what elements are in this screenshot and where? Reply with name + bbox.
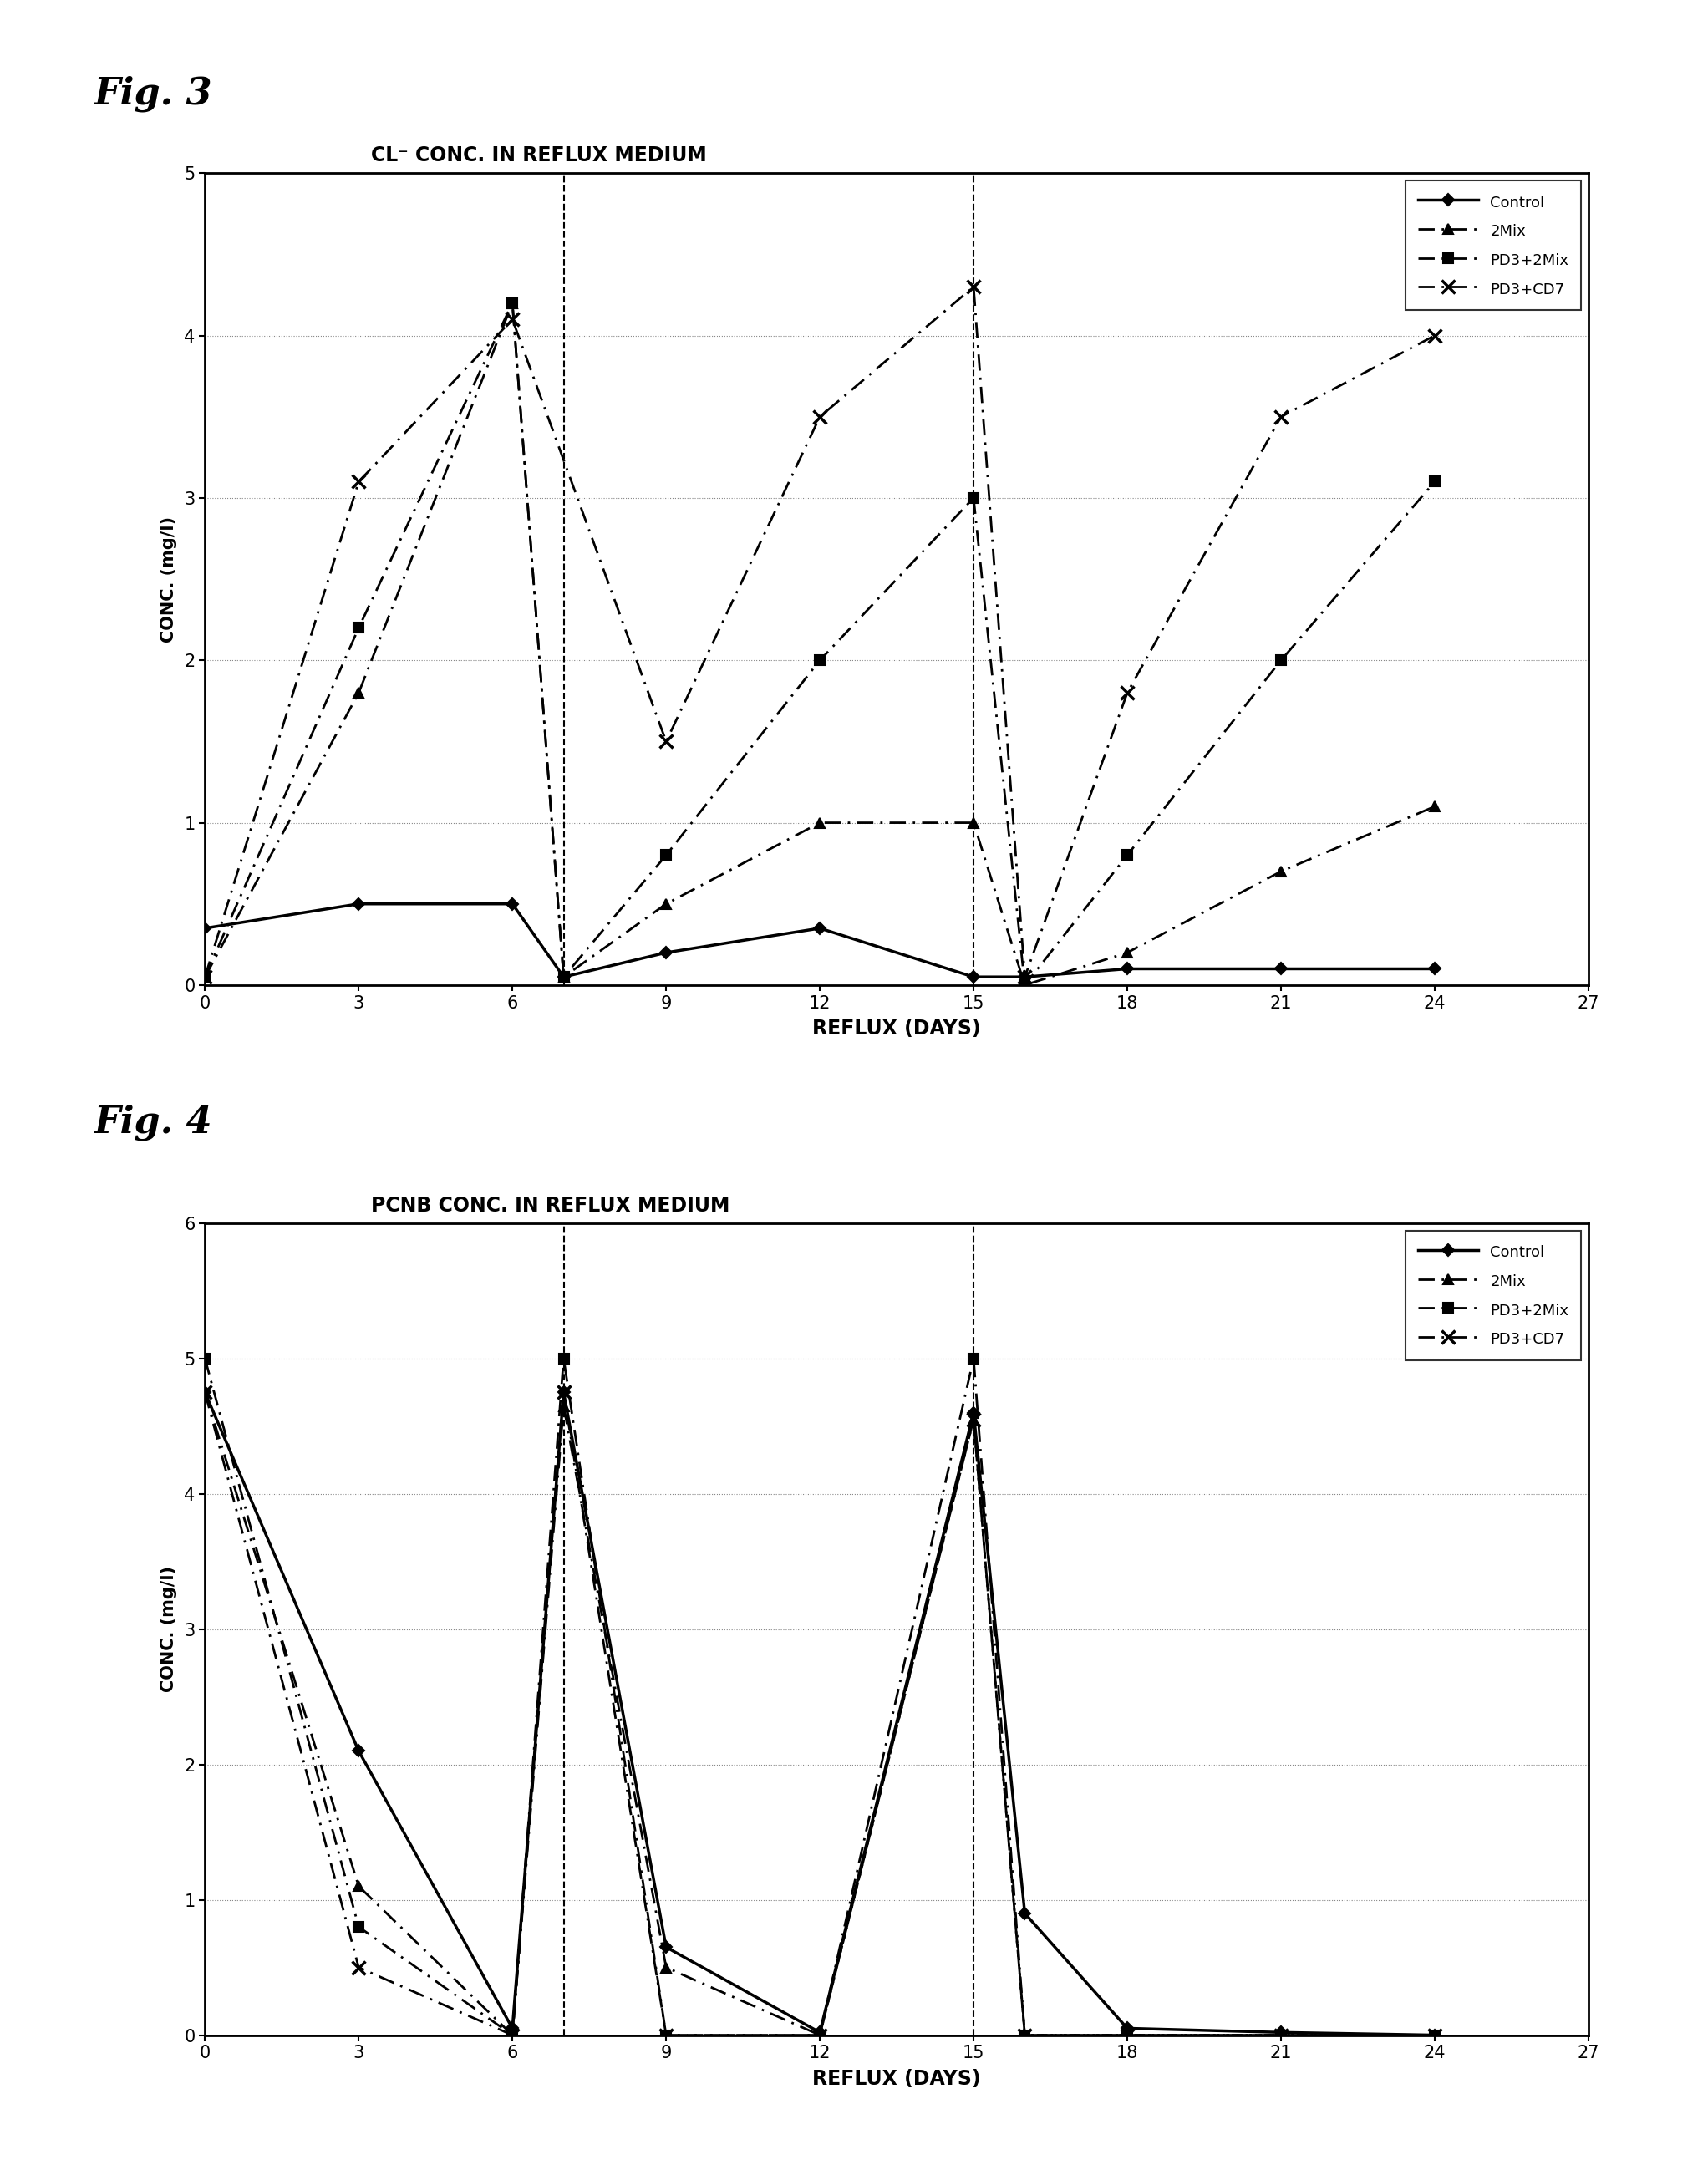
- X-axis label: REFLUX (DAYS): REFLUX (DAYS): [813, 2068, 980, 2089]
- Text: Fig. 3: Fig. 3: [94, 76, 212, 113]
- Legend: Control, 2Mix, PD3+2Mix, PD3+CD7: Control, 2Mix, PD3+2Mix, PD3+CD7: [1406, 1230, 1582, 1360]
- Text: Fig. 4: Fig. 4: [94, 1104, 212, 1141]
- X-axis label: REFLUX (DAYS): REFLUX (DAYS): [813, 1018, 980, 1039]
- Text: PCNB CONC. IN REFLUX MEDIUM: PCNB CONC. IN REFLUX MEDIUM: [371, 1195, 729, 1217]
- Legend: Control, 2Mix, PD3+2Mix, PD3+CD7: Control, 2Mix, PD3+2Mix, PD3+CD7: [1406, 180, 1582, 310]
- Y-axis label: CONC. (mg/l): CONC. (mg/l): [161, 1565, 178, 1693]
- Text: CL⁻ CONC. IN REFLUX MEDIUM: CL⁻ CONC. IN REFLUX MEDIUM: [371, 145, 707, 167]
- Y-axis label: CONC. (mg/l): CONC. (mg/l): [161, 515, 178, 643]
